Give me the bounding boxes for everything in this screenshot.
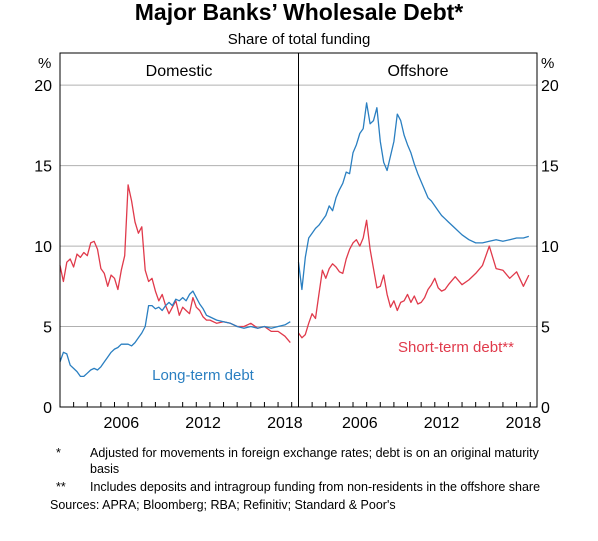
footnote-2-text: Includes deposits and intragroup funding…	[90, 480, 541, 494]
footnotes: * Adjusted for movements in foreign exch…	[50, 445, 570, 513]
y-tick-label-left-15: 15	[34, 159, 52, 176]
y-unit-left: %	[38, 55, 51, 72]
series-line-offshore-short-term	[297, 219, 530, 339]
footnote-2-mark: **	[56, 480, 66, 494]
y-tick-label-left-20: 20	[34, 78, 52, 95]
y-tick-label-right-5: 5	[541, 320, 550, 337]
chart-title: Major Banks’ Wholesale Debt*	[135, 0, 464, 25]
y-tick-label-right-10: 10	[541, 239, 559, 256]
y-tick-label-left-10: 10	[34, 239, 52, 256]
panel-title-domestic: Domestic	[146, 63, 213, 80]
tick-labels: 0 0 5 5 10 10 15 15 20 20 2006 2012 2018 2006 2012 2018	[34, 78, 559, 432]
footnote-1-mark: *	[56, 446, 61, 460]
sources: Sources: APRA; Bloomberg; RBA; Refinitiv…	[50, 498, 396, 512]
axis-ticks	[59, 402, 531, 407]
x-tick-label-p0-2018: 2018	[267, 415, 303, 432]
series-layer	[59, 102, 530, 378]
chart: Major Banks’ Wholesale Debt* Share of to…	[34, 0, 559, 432]
x-tick-label-p1-2006: 2006	[342, 415, 378, 432]
label-short-term-debt: Short-term debt**	[398, 339, 514, 356]
label-long-term-debt: Long-term debt	[152, 367, 255, 384]
series-line-offshore-long-term	[297, 102, 529, 291]
series-line-domestic-long-term	[59, 290, 291, 378]
y-unit-right: %	[541, 55, 554, 72]
y-tick-label-left-0: 0	[43, 400, 52, 417]
y-tick-label-right-20: 20	[541, 78, 559, 95]
y-tick-label-right-0: 0	[541, 400, 550, 417]
footnote-1-text: Adjusted for movements in foreign exchan…	[90, 446, 539, 476]
footnote-2: ** Includes deposits and intragroup fund…	[50, 479, 570, 495]
x-tick-label-p0-2012: 2012	[185, 415, 221, 432]
x-tick-label-p0-2006: 2006	[104, 415, 140, 432]
series-line-domestic-short-term	[59, 184, 291, 344]
x-tick-label-p1-2018: 2018	[506, 415, 542, 432]
chart-subtitle: Share of total funding	[228, 31, 371, 48]
y-tick-label-left-5: 5	[43, 320, 52, 337]
x-tick-label-p1-2012: 2012	[424, 415, 460, 432]
y-tick-label-right-15: 15	[541, 159, 559, 176]
footnote-1: * Adjusted for movements in foreign exch…	[50, 445, 570, 477]
panel-title-offshore: Offshore	[387, 63, 448, 80]
